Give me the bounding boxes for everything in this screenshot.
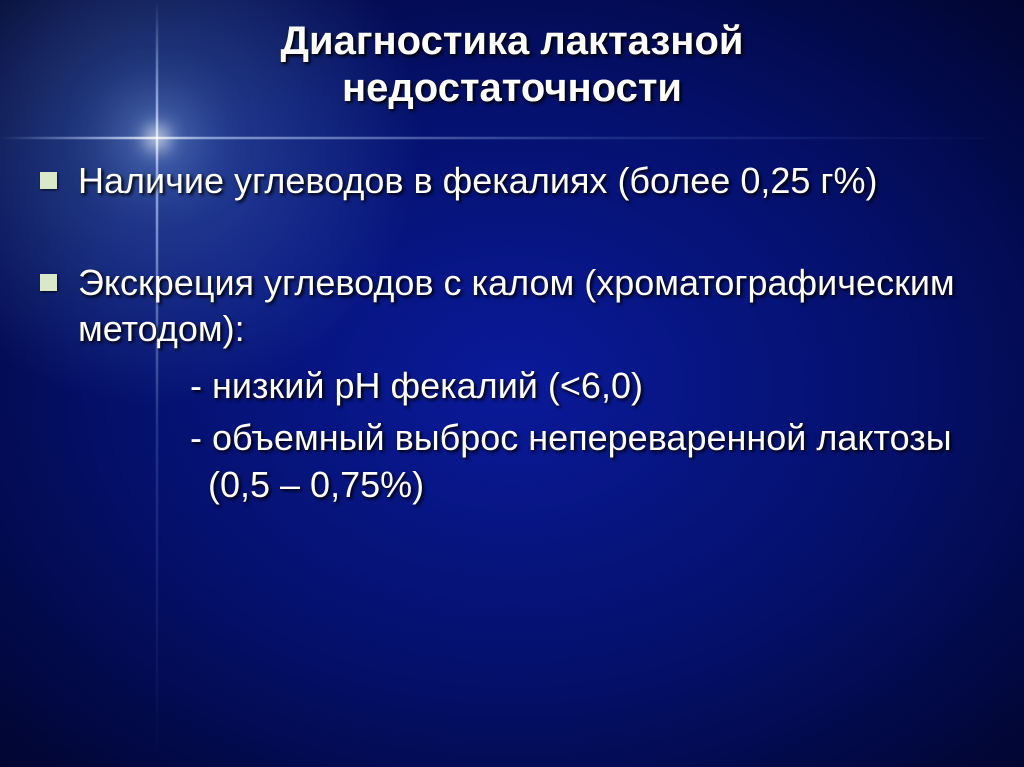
slide: Диагностика лактазной недостаточности На…: [0, 0, 1024, 767]
title-line-1: Диагностика лактазной: [281, 19, 744, 63]
bullet-text: Экскреция углеводов с калом (хроматограф…: [78, 262, 955, 349]
slide-body: Наличие углеводов в фекалиях (более 0,25…: [34, 158, 994, 509]
bullet-list: Наличие углеводов в фекалиях (более 0,25…: [34, 158, 994, 352]
title-line-2: недостаточности: [342, 66, 682, 110]
sub-item-text: - низкий рН фекалий (<6,0): [190, 365, 643, 406]
sub-item-text: - объемный выброс непереваренной лактозы…: [190, 417, 952, 506]
slide-title: Диагностика лактазной недостаточности: [0, 18, 1024, 112]
bullet-text: Наличие углеводов в фекалиях (более 0,25…: [78, 160, 878, 201]
sub-list: - низкий рН фекалий (<6,0) - объемный вы…: [34, 362, 994, 509]
list-item: Экскреция углеводов с калом (хроматограф…: [34, 260, 994, 352]
sub-item: - объемный выброс непереваренной лактозы…: [78, 414, 994, 509]
list-item: Наличие углеводов в фекалиях (более 0,25…: [34, 158, 994, 204]
sub-item: - низкий рН фекалий (<6,0): [78, 362, 994, 410]
